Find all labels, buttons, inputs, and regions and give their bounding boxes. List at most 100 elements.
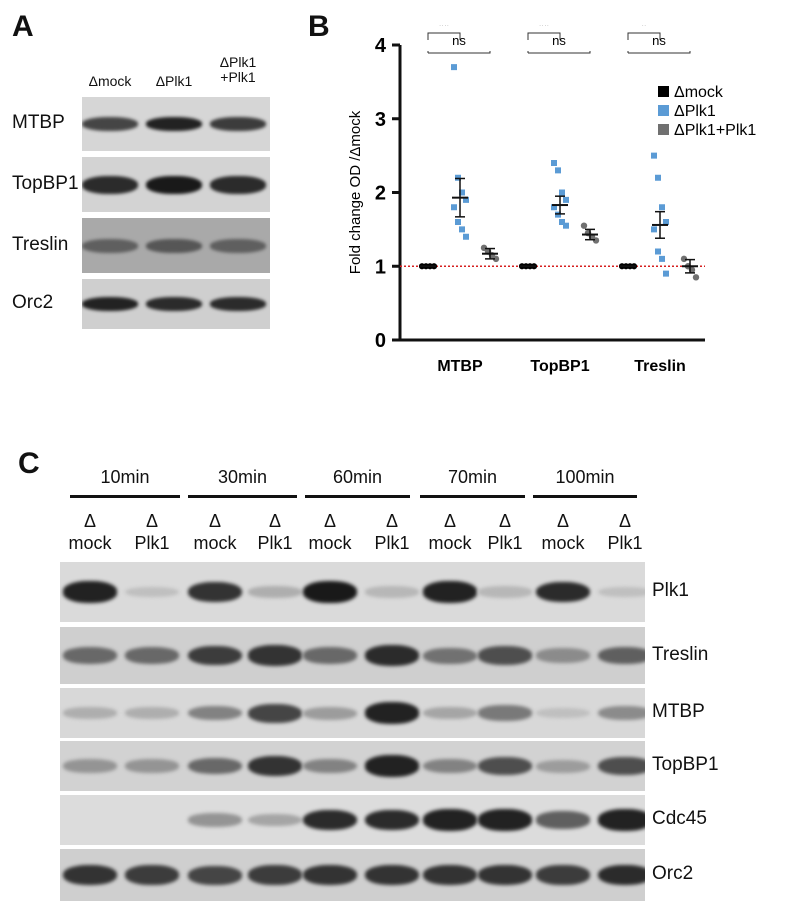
timepoint-bar: [420, 495, 525, 498]
band: [125, 865, 179, 885]
data-point: [663, 219, 669, 225]
data-point: [655, 248, 661, 255]
blot-label-c: Cdc45: [652, 808, 707, 829]
legend-label: ΔPlk1+Plk1: [674, 122, 756, 139]
y-tick-label: 4: [375, 35, 387, 57]
data-point: [659, 255, 665, 262]
significance-bracket: [527, 51, 591, 54]
blot-label-c: MTBP: [652, 701, 705, 722]
band: [188, 705, 242, 721]
panel-c-letter: C: [18, 447, 40, 480]
band: [598, 646, 645, 665]
significance-bracket: [427, 51, 491, 54]
lane-label-c: Δ Plk1: [134, 511, 170, 553]
y-tick-label: 3: [375, 109, 386, 131]
band: [188, 757, 242, 775]
band: [82, 117, 138, 131]
band: [365, 645, 419, 666]
blot-label-a: TopBP1: [12, 172, 79, 194]
band: [423, 706, 477, 720]
band: [82, 238, 138, 253]
band: [248, 755, 302, 777]
timepoint-label: 100min: [555, 467, 615, 487]
data-point: [451, 204, 457, 211]
data-point: [659, 204, 665, 211]
band: [423, 758, 477, 774]
band: [303, 809, 357, 831]
significance-label: ns: [552, 33, 566, 48]
band: [365, 864, 419, 886]
band: [423, 864, 477, 886]
band: [82, 297, 138, 311]
band: [63, 864, 117, 886]
band: [82, 175, 138, 194]
x-tick-label: TopBP1: [530, 358, 589, 375]
band: [188, 813, 242, 827]
blot-strip-a: [82, 97, 270, 151]
data-point: [651, 226, 657, 233]
band: [188, 581, 242, 603]
significance-bracket: [627, 51, 691, 54]
band: [478, 646, 532, 665]
significance-bracket: [627, 32, 661, 40]
data-point: [663, 270, 669, 277]
data-point: [455, 219, 461, 225]
data-point: [463, 233, 469, 240]
blot-label-c: Plk1: [652, 580, 689, 601]
band: [188, 865, 242, 885]
band: [248, 645, 302, 666]
band: [188, 645, 242, 666]
blot-strip-c: [60, 849, 645, 901]
y-tick-label: 0: [375, 330, 386, 352]
band: [423, 809, 477, 831]
band: [478, 586, 532, 598]
blot-label-c: Orc2: [652, 863, 694, 884]
significance-label: ns: [652, 33, 666, 48]
band: [536, 811, 590, 829]
data-point: [559, 189, 565, 196]
band: [598, 864, 645, 886]
band: [365, 755, 419, 777]
band: [146, 297, 202, 311]
y-tick-label: 2: [375, 183, 386, 205]
blot-strip-c: [60, 627, 645, 684]
band: [210, 175, 266, 194]
band: [365, 809, 419, 831]
band: [536, 759, 590, 773]
timepoint-label: 30min: [217, 467, 268, 487]
band: [125, 759, 179, 773]
timepoint-bar: [70, 495, 180, 498]
band: [598, 586, 645, 598]
band: [303, 864, 357, 886]
band: [536, 581, 590, 603]
legend-swatch: [658, 86, 669, 97]
data-point: [651, 152, 657, 159]
blot-strip-c: [60, 688, 645, 738]
band: [125, 647, 179, 664]
band: [146, 238, 202, 253]
significance-label: **: [439, 25, 450, 33]
timepoint-label: 60min: [332, 467, 383, 487]
data-point: [555, 167, 561, 174]
timepoint-label: 10min: [100, 467, 150, 487]
blot-label-a: MTBP: [12, 112, 65, 133]
lane-label-a: Δmock: [88, 73, 132, 89]
band: [365, 586, 419, 598]
significance-bracket: [527, 32, 561, 40]
band: [63, 581, 117, 603]
data-point: [551, 204, 557, 211]
band: [146, 175, 202, 194]
band: [248, 586, 302, 598]
significance-label: **: [539, 25, 550, 33]
blot-label-a: Orc2: [12, 292, 54, 313]
timepoint-bar: [533, 495, 637, 498]
x-tick-label: MTBP: [437, 358, 483, 375]
band: [303, 758, 357, 774]
band: [248, 865, 302, 885]
significance-bracket: [427, 32, 461, 40]
lane-label-c: Δ Plk1: [257, 511, 293, 553]
blot-strip-c: [60, 562, 645, 622]
band: [210, 238, 266, 253]
